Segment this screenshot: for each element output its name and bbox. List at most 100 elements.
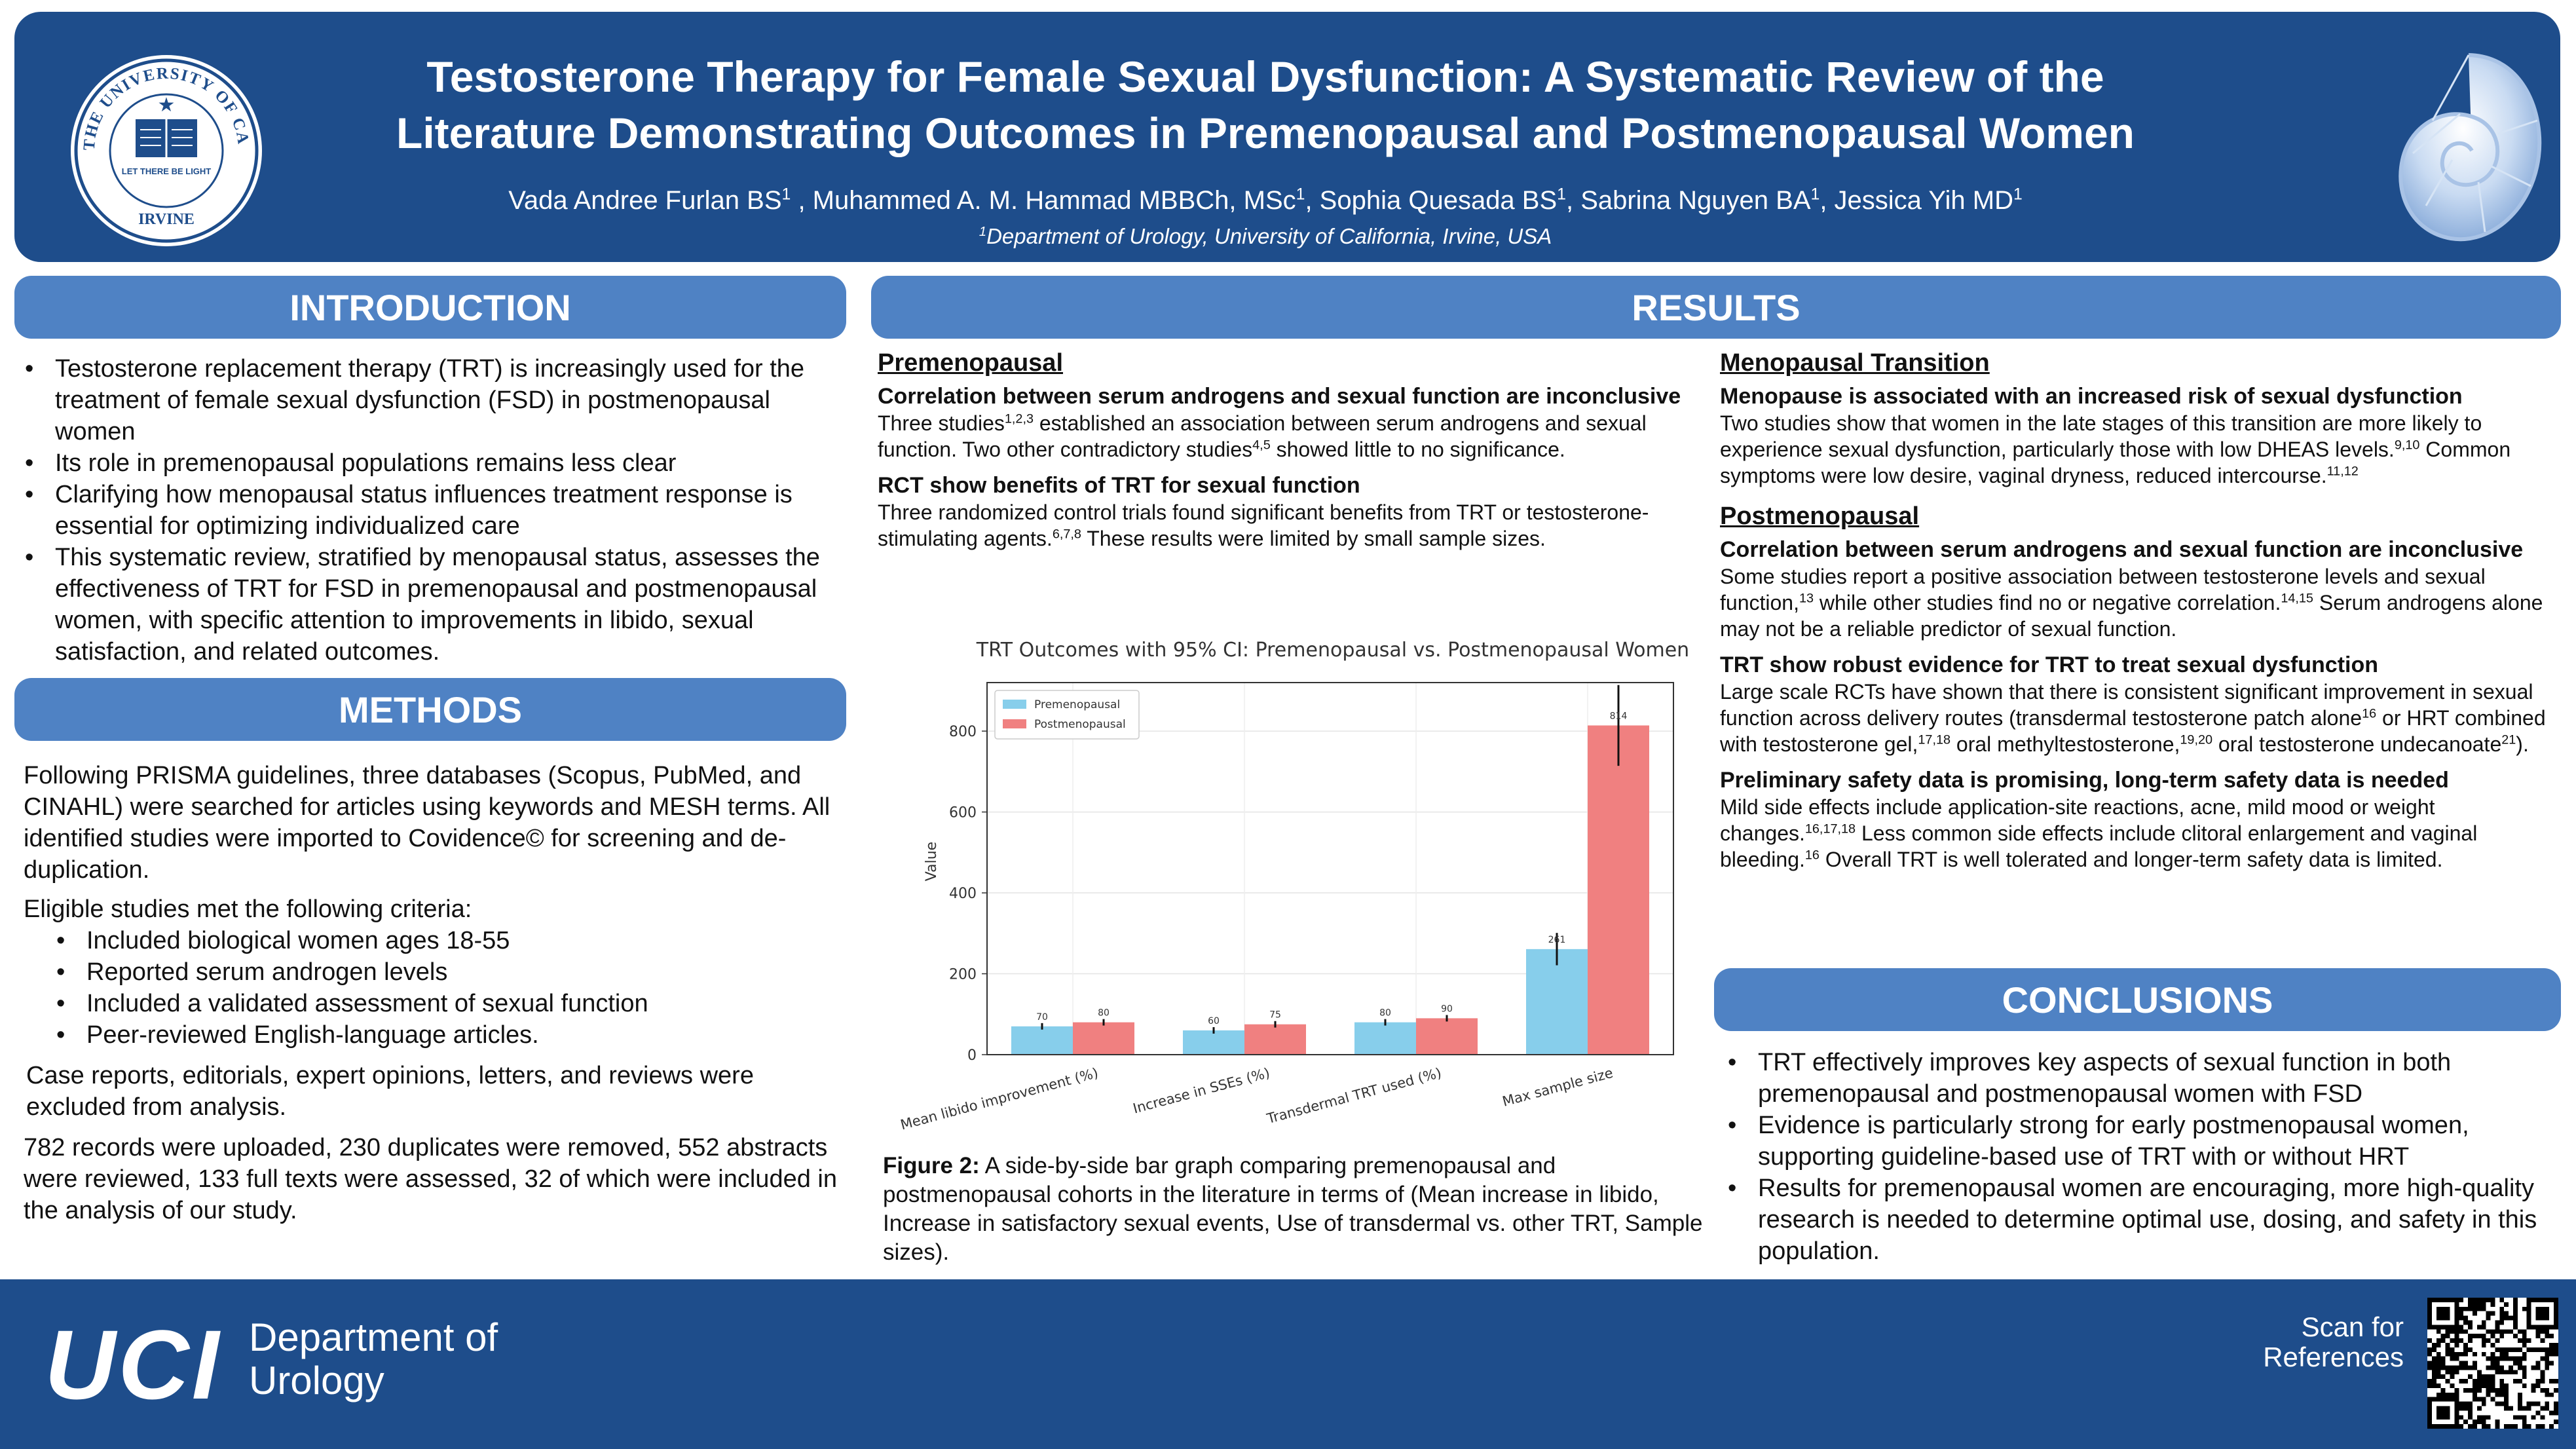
list-item: Its role in premenopausal populations re… [16, 447, 848, 479]
title-line-1: Testosterone Therapy for Female Sexual D… [426, 52, 2104, 101]
seal-irvine: IRVINE [138, 211, 195, 228]
data-label: 90 [1441, 1004, 1453, 1014]
author-affiliation-mark: 1 [2013, 185, 2023, 204]
data-label: 261 [1548, 935, 1566, 945]
bar [1354, 1022, 1416, 1055]
y-tick-label: 200 [949, 967, 977, 983]
author-affiliation-mark: 1 [781, 185, 791, 204]
introduction-bullets: Testosterone replacement therapy (TRT) i… [16, 353, 848, 668]
affiliation: 1Department of Urology, University of Ca… [979, 224, 1552, 248]
post-paragraph-1: Some studies report a positive associati… [1720, 565, 2543, 641]
legend-swatch [1003, 700, 1026, 709]
list-item: Evidence is particularly strong for earl… [1719, 1110, 2550, 1173]
x-tick-label: Transdermal TRT used (%) [1265, 1065, 1444, 1127]
figure-caption: Figure 2: A side-by-side bar graph compa… [883, 1153, 1703, 1265]
legend-label: Premenopausal [1034, 698, 1120, 711]
post-paragraph-3: Mild side effects include application-si… [1720, 795, 2478, 871]
bar [1183, 1030, 1244, 1055]
bar [1416, 1018, 1478, 1055]
methods-heading: METHODS [14, 678, 846, 741]
author-list: Vada Andree Furlan BS1 , Muhammed A. M. … [508, 185, 2023, 215]
author-affiliation-mark: 1 [1557, 185, 1566, 204]
transition-paragraph: Two studies show that women in the late … [1720, 411, 2511, 487]
data-label: 814 [1610, 711, 1628, 721]
trt-outcomes-bar-chart: TRT Outcomes with 95% CI: Premenopausal … [899, 639, 1689, 1133]
bar [1244, 1024, 1306, 1055]
poster-title: Testosterone Therapy for Female Sexual D… [250, 48, 2281, 161]
author-affiliation-mark: 1 [1810, 185, 1820, 204]
menopausal-transition-heading: Menopausal Transition [1720, 349, 1990, 377]
list-item: Peer-reviewed English-language articles. [47, 1019, 842, 1051]
conclusions-heading: CONCLUSIONS [1714, 968, 2561, 1031]
nautilus-shell-logo [2399, 53, 2542, 242]
post-subheading-3: Preliminary safety data is promising, lo… [1720, 768, 2449, 793]
criteria-list: Included biological women ages 18-55 Rep… [47, 925, 842, 1051]
legend-label: Postmenopausal [1034, 718, 1126, 731]
premenopausal-section: Premenopausal Correlation between serum … [878, 347, 1709, 552]
post-subheading-2: TRT show robust evidence for TRT to trea… [1720, 652, 2379, 677]
data-label: 75 [1269, 1010, 1281, 1021]
transition-subheading: Menopause is associated with an increase… [1720, 384, 2463, 409]
right-results-column: Menopausal Transition Menopause is assoc… [1720, 347, 2558, 873]
department-name: Department of Urology [249, 1315, 498, 1402]
chart-title: TRT Outcomes with 95% CI: Premenopausal … [976, 639, 1689, 662]
poster-footer: UCI Department of Urology Scan for Refer… [0, 1279, 2576, 1449]
x-tick-label: Increase in SSEs (%) [1131, 1065, 1271, 1117]
author-name: Jessica Yih MD [1834, 186, 2013, 215]
y-tick-label: 800 [949, 724, 977, 740]
list-item: TRT effectively improves key aspects of … [1719, 1047, 2550, 1110]
references-qr-code[interactable] [2427, 1298, 2558, 1429]
post-paragraph-2: Large scale RCTs have shown that there i… [1720, 680, 2546, 756]
methods-records: 782 records were uploaded, 230 duplicate… [24, 1134, 837, 1224]
list-item: Included biological women ages 18-55 [47, 925, 842, 956]
data-label: 80 [1379, 1008, 1391, 1019]
results-heading: RESULTS [871, 276, 2561, 339]
author-name: Muhammed A. M. Hammad MBBCh, MSc [812, 186, 1296, 215]
author-name: Vada Andree Furlan BS [508, 186, 782, 215]
y-tick-label: 0 [967, 1047, 977, 1064]
title-line-2: Literature Demonstrating Outcomes in Pre… [396, 109, 2135, 157]
x-tick-label: Mean libido improvement (%) [899, 1065, 1100, 1133]
legend-box [994, 690, 1140, 740]
bar [1588, 725, 1649, 1055]
pre-subheading-1: Correlation between serum androgens and … [878, 384, 1681, 409]
list-item: Included a validated assessment of sexua… [47, 988, 842, 1019]
list-item: Clarifying how menopausal status influen… [16, 479, 848, 542]
plot-frame [986, 682, 1674, 1055]
pre-paragraph-1: Three studies1,2,3 established an associ… [878, 411, 1647, 461]
data-label: 60 [1208, 1016, 1220, 1026]
author-name: Sophia Quesada BS [1319, 186, 1558, 215]
legend-swatch [1003, 719, 1026, 728]
author-name: Sabrina Nguyen BA [1580, 186, 1811, 215]
y-tick-label: 600 [949, 805, 977, 821]
postmenopausal-heading: Postmenopausal [1720, 502, 1920, 530]
list-item: Results for premenopausal women are enco… [1719, 1173, 2550, 1267]
y-tick-label: 400 [949, 886, 977, 902]
data-label: 80 [1098, 1008, 1110, 1019]
pre-subheading-2: RCT show benefits of TRT for sexual func… [878, 473, 1360, 498]
list-item: Reported serum androgen levels [47, 956, 842, 988]
conclusions-bullets: TRT effectively improves key aspects of … [1719, 1047, 2550, 1267]
uc-irvine-seal-logo: THE UNIVERSITY OF CALIFORNIA ★ LET THERE… [68, 52, 262, 246]
methods-paragraph: Following PRISMA guidelines, three datab… [24, 762, 831, 884]
introduction-heading: INTRODUCTION [14, 276, 846, 339]
methods-body: Following PRISMA guidelines, three datab… [24, 760, 842, 1226]
svg-text:★: ★ [158, 94, 176, 116]
bar [1526, 949, 1588, 1055]
methods-exclusions: Case reports, editorials, expert opinion… [26, 1062, 754, 1121]
methods-criteria-intro: Eligible studies met the following crite… [24, 895, 472, 923]
poster-header: THE UNIVERSITY OF CALIFORNIA ★ LET THERE… [14, 12, 2560, 262]
list-item: This systematic review, stratified by me… [16, 542, 848, 668]
bar [1011, 1026, 1073, 1055]
author-affiliation-mark: 1 [1296, 185, 1305, 204]
seal-motto: LET THERE BE LIGHT [122, 166, 212, 176]
scan-for-references-label: Scan for References [2263, 1311, 2404, 1372]
data-label: 70 [1036, 1012, 1048, 1023]
chart-y-axis-label: Value [924, 842, 940, 881]
x-tick-label: Max sample size [1501, 1065, 1615, 1110]
uci-logo: UCI [45, 1309, 222, 1420]
list-item: Testosterone replacement therapy (TRT) i… [16, 353, 848, 447]
post-subheading-1: Correlation between serum androgens and … [1720, 537, 2524, 562]
premenopausal-heading: Premenopausal [878, 349, 1063, 377]
pre-paragraph-2: Three randomized control trials found si… [878, 500, 1649, 550]
